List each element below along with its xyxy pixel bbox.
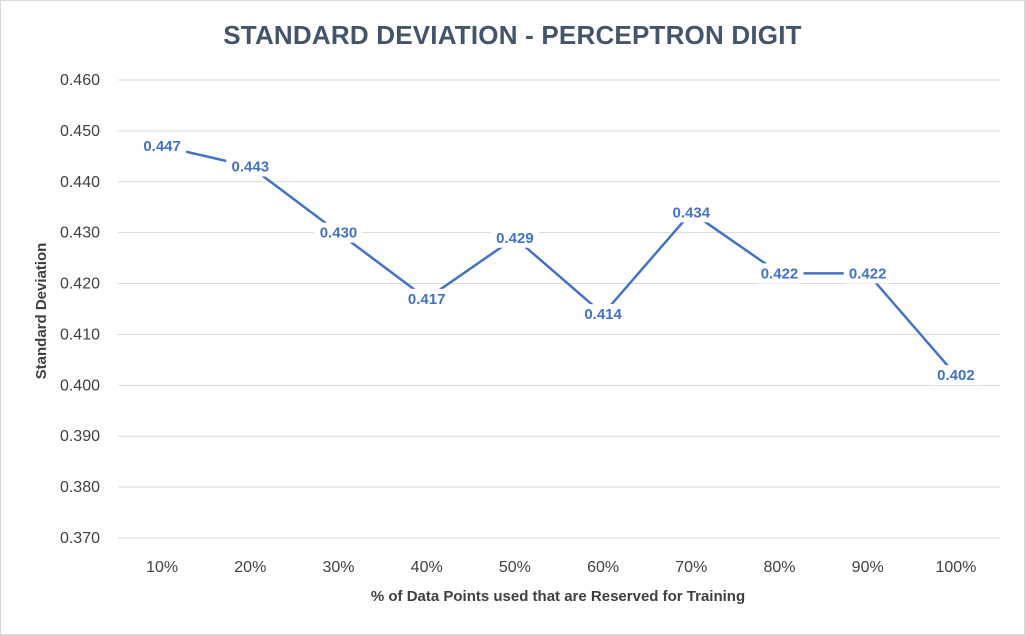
data-label-background (226, 156, 275, 177)
data-label: 0.430 (320, 225, 358, 242)
data-label: 0.414 (584, 306, 622, 323)
data-label-background (843, 263, 892, 284)
x-tick-label: 20% (234, 559, 266, 576)
data-label-background (667, 202, 716, 223)
data-label: 0.429 (496, 230, 534, 247)
y-tick-label: 0.400 (60, 377, 100, 394)
chart-title: STANDARD DEVIATION - PERCEPTRON DIGIT (223, 20, 802, 50)
data-label: 0.402 (937, 367, 975, 384)
data-label-background (931, 365, 980, 386)
data-label: 0.422 (761, 265, 799, 282)
x-tick-label: 90% (852, 559, 884, 576)
y-tick-label: 0.430 (60, 225, 100, 242)
data-label: 0.443 (232, 159, 270, 176)
data-labels: 0.447 0.443 0.430 0.417 0.429 0.414 0.434 0.422… (138, 136, 980, 386)
data-label-background (490, 227, 539, 248)
data-label: 0.434 (673, 204, 711, 221)
y-tick-label: 0.410 (60, 326, 100, 343)
y-tick-label: 0.370 (60, 530, 100, 547)
x-tick-label: 50% (499, 559, 531, 576)
gridlines (118, 79, 1000, 539)
x-axis-title: % of Data Points used that are Reserved … (371, 588, 745, 605)
data-label-background (138, 136, 187, 157)
x-tick-label: 60% (587, 559, 619, 576)
series-line (160, 144, 958, 377)
x-tick-label: 10% (146, 559, 178, 576)
x-tick-label: 40% (411, 559, 443, 576)
y-tick-label: 0.380 (60, 479, 100, 496)
y-tick-label: 0.450 (60, 123, 100, 140)
data-label-background (402, 288, 451, 309)
data-label: 0.447 (143, 138, 181, 155)
y-tick-label: 0.420 (60, 276, 100, 293)
x-tick-label: 30% (322, 559, 354, 576)
y-tick-label: 0.460 (60, 72, 100, 89)
data-label-background (579, 304, 628, 325)
x-tick-label: 70% (675, 559, 707, 576)
x-tick-label: 80% (763, 559, 795, 576)
y-axis-title: Standard Deviation (33, 243, 50, 380)
x-axis-ticks: 10% 20% 30% 40% 50% 60% 70% 80% 90% 100% (146, 559, 976, 576)
data-label-background (755, 263, 804, 284)
data-label: 0.417 (408, 291, 446, 308)
data-label: 0.422 (849, 265, 887, 282)
x-tick-label: 100% (935, 559, 976, 576)
y-axis-ticks: 0.460 0.450 0.440 0.430 0.420 0.410 0.400 0.390… (60, 72, 100, 547)
data-label-background (314, 222, 363, 243)
y-tick-label: 0.390 (60, 428, 100, 445)
y-tick-label: 0.440 (60, 174, 100, 191)
series-line-layer (160, 144, 958, 377)
